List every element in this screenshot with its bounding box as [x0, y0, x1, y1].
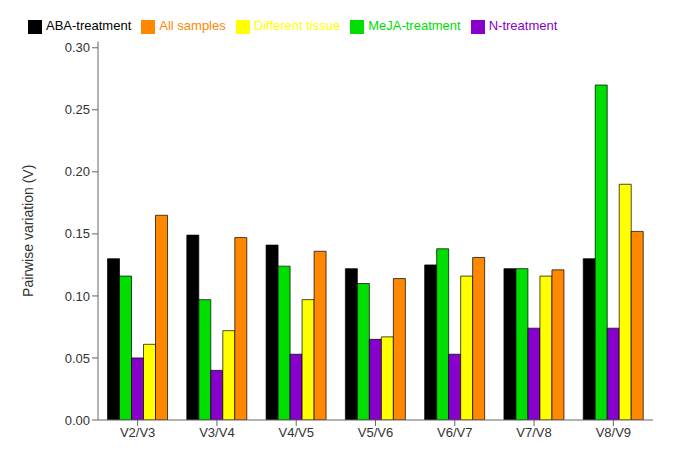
svg-text:V8/V9: V8/V9 [596, 425, 631, 440]
html-text:N-treatment: N-treatment [488, 18, 558, 33]
svg-text:0.25: 0.25 [65, 102, 90, 117]
svg-text:V4/V5: V4/V5 [279, 425, 314, 440]
svg-text:V6/V7: V6/V7 [437, 425, 472, 440]
svg-text:0.15: 0.15 [65, 226, 90, 241]
html-text:MeJA-treatment: MeJA-treatment [368, 18, 461, 33]
svg-text:V3/V4: V3/V4 [199, 425, 234, 440]
svg-text:0.05: 0.05 [65, 351, 90, 366]
svg-text:0.30: 0.30 [65, 40, 90, 55]
svg-text:0.00: 0.00 [65, 413, 90, 428]
html-text:Different tissue: Different tissue [253, 18, 341, 33]
svg-text:0.20: 0.20 [65, 164, 90, 179]
svg-text:V5/V6: V5/V6 [358, 425, 393, 440]
svg-text:0.10: 0.10 [65, 289, 90, 304]
html-text:ABA-treatment: ABA-treatment [46, 18, 132, 33]
svg-text:Pairwise variation (V): Pairwise variation (V) [20, 165, 36, 297]
svg-text:V2/V3: V2/V3 [120, 425, 155, 440]
svg-text:V7/V8: V7/V8 [516, 425, 551, 440]
html-text:All samples: All samples [159, 18, 226, 33]
